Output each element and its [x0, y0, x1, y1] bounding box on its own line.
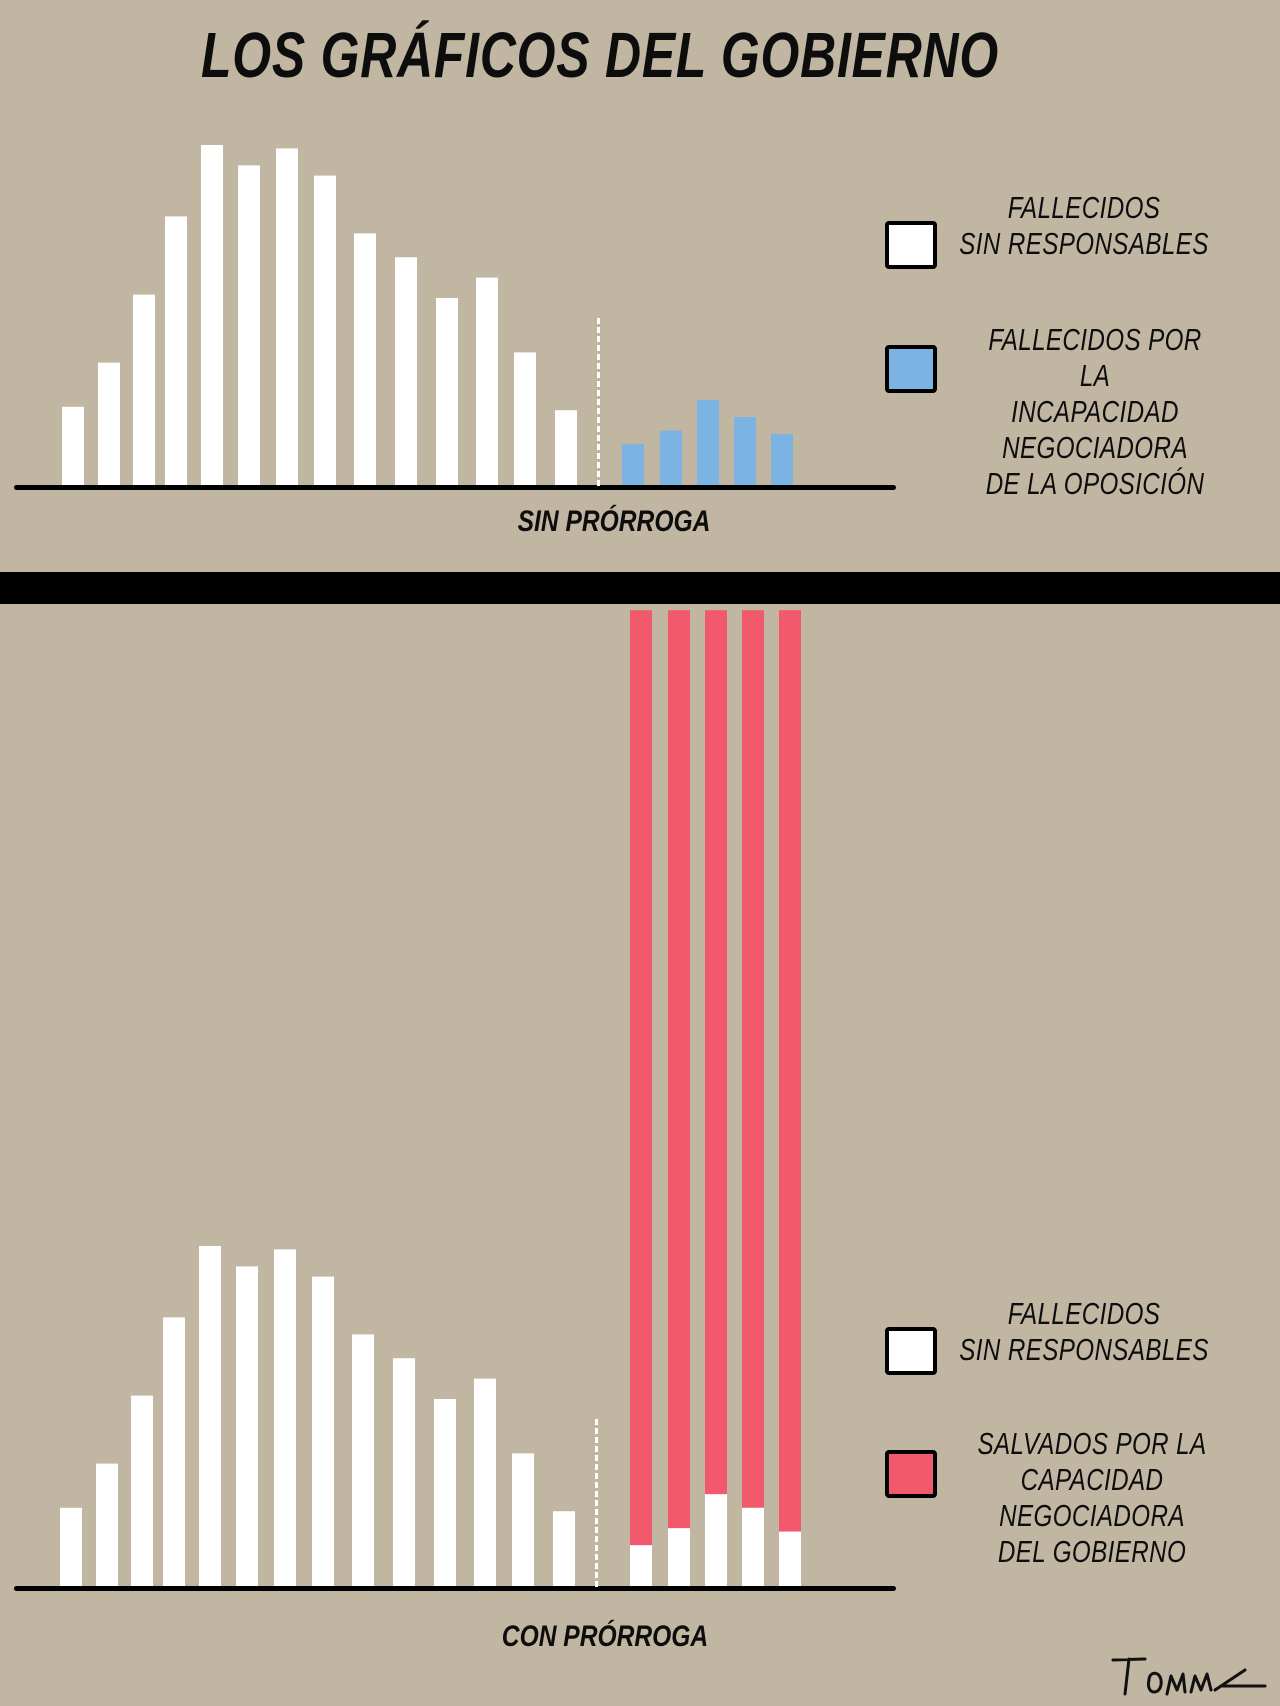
white-bar	[238, 165, 260, 485]
red-bar	[630, 610, 652, 1546]
white-bar	[555, 410, 577, 485]
cartoon-title: LOS GRÁFICOS DEL GOBIERNO	[201, 19, 999, 91]
blue-bar	[771, 434, 793, 485]
legend-label: FALLECIDOS SIN RESPONSABLES	[959, 190, 1209, 261]
bottom-baseline	[14, 1586, 896, 1591]
white-bar	[434, 1399, 456, 1586]
bottom-panel: CON PRÓRROGA FALLECIDOS SIN RESPONSABLES…	[0, 604, 1280, 1706]
legend-swatch-white	[885, 221, 937, 269]
white-bar	[514, 352, 536, 485]
white-bar	[276, 148, 298, 485]
white-bar	[474, 1378, 496, 1586]
top-divider-dash	[597, 318, 600, 486]
white-bar	[314, 175, 336, 485]
top-axis-caption: SIN PRÓRROGA	[517, 505, 711, 538]
top-baseline	[14, 485, 896, 490]
red-bar	[779, 610, 801, 1532]
artist-signature	[1111, 1657, 1267, 1696]
white-bar	[352, 1334, 374, 1586]
bottom-divider-dash	[595, 1419, 598, 1587]
bottom-axis-caption: CON PRÓRROGA	[501, 1620, 709, 1653]
white-tail-bar	[705, 1494, 727, 1586]
white-bar	[476, 277, 498, 485]
white-bar	[236, 1266, 258, 1586]
white-tail-bar	[630, 1545, 652, 1586]
legend-label: FALLECIDOS POR LA INCAPACIDAD NEGOCIADOR…	[985, 322, 1205, 501]
white-bar	[395, 257, 417, 485]
white-bar	[163, 1317, 185, 1586]
white-bar	[98, 362, 120, 485]
white-bar	[165, 216, 187, 485]
white-bar	[436, 298, 458, 485]
blue-bar	[734, 417, 756, 485]
white-bar	[274, 1249, 296, 1586]
legend-swatch-white	[885, 1327, 937, 1375]
white-bar	[133, 294, 155, 485]
panel-divider	[0, 572, 1280, 604]
white-bar	[62, 406, 84, 485]
white-bar	[354, 233, 376, 485]
red-bar	[705, 610, 727, 1495]
blue-bar	[622, 444, 644, 485]
white-tail-bar	[779, 1531, 801, 1586]
top-panel: SIN PRÓRROGA FALLECIDOS SIN RESPONSABLES…	[0, 0, 1280, 572]
white-bar	[199, 1246, 221, 1586]
top-bar-chart	[62, 145, 793, 485]
white-bar	[393, 1358, 415, 1586]
white-tail-bar	[742, 1507, 764, 1586]
white-tail-bar	[668, 1528, 690, 1586]
legend-label: SALVADOS POR LA CAPACIDAD NEGOCIADORA DE…	[977, 1426, 1207, 1569]
white-bar	[60, 1507, 82, 1586]
blue-bar	[697, 400, 719, 485]
white-bar	[131, 1395, 153, 1586]
legend-label: FALLECIDOS SIN RESPONSABLES	[959, 1296, 1209, 1367]
white-bar	[312, 1276, 334, 1586]
white-bar	[201, 145, 223, 485]
blue-bar	[660, 430, 682, 485]
white-bar	[96, 1463, 118, 1586]
bottom-bar-chart	[60, 610, 801, 1586]
white-bar	[553, 1511, 575, 1586]
legend-swatch-blue	[885, 345, 937, 393]
red-bar	[742, 610, 764, 1508]
red-bar	[668, 610, 690, 1529]
legend-swatch-red	[885, 1450, 937, 1498]
white-bar	[512, 1453, 534, 1586]
